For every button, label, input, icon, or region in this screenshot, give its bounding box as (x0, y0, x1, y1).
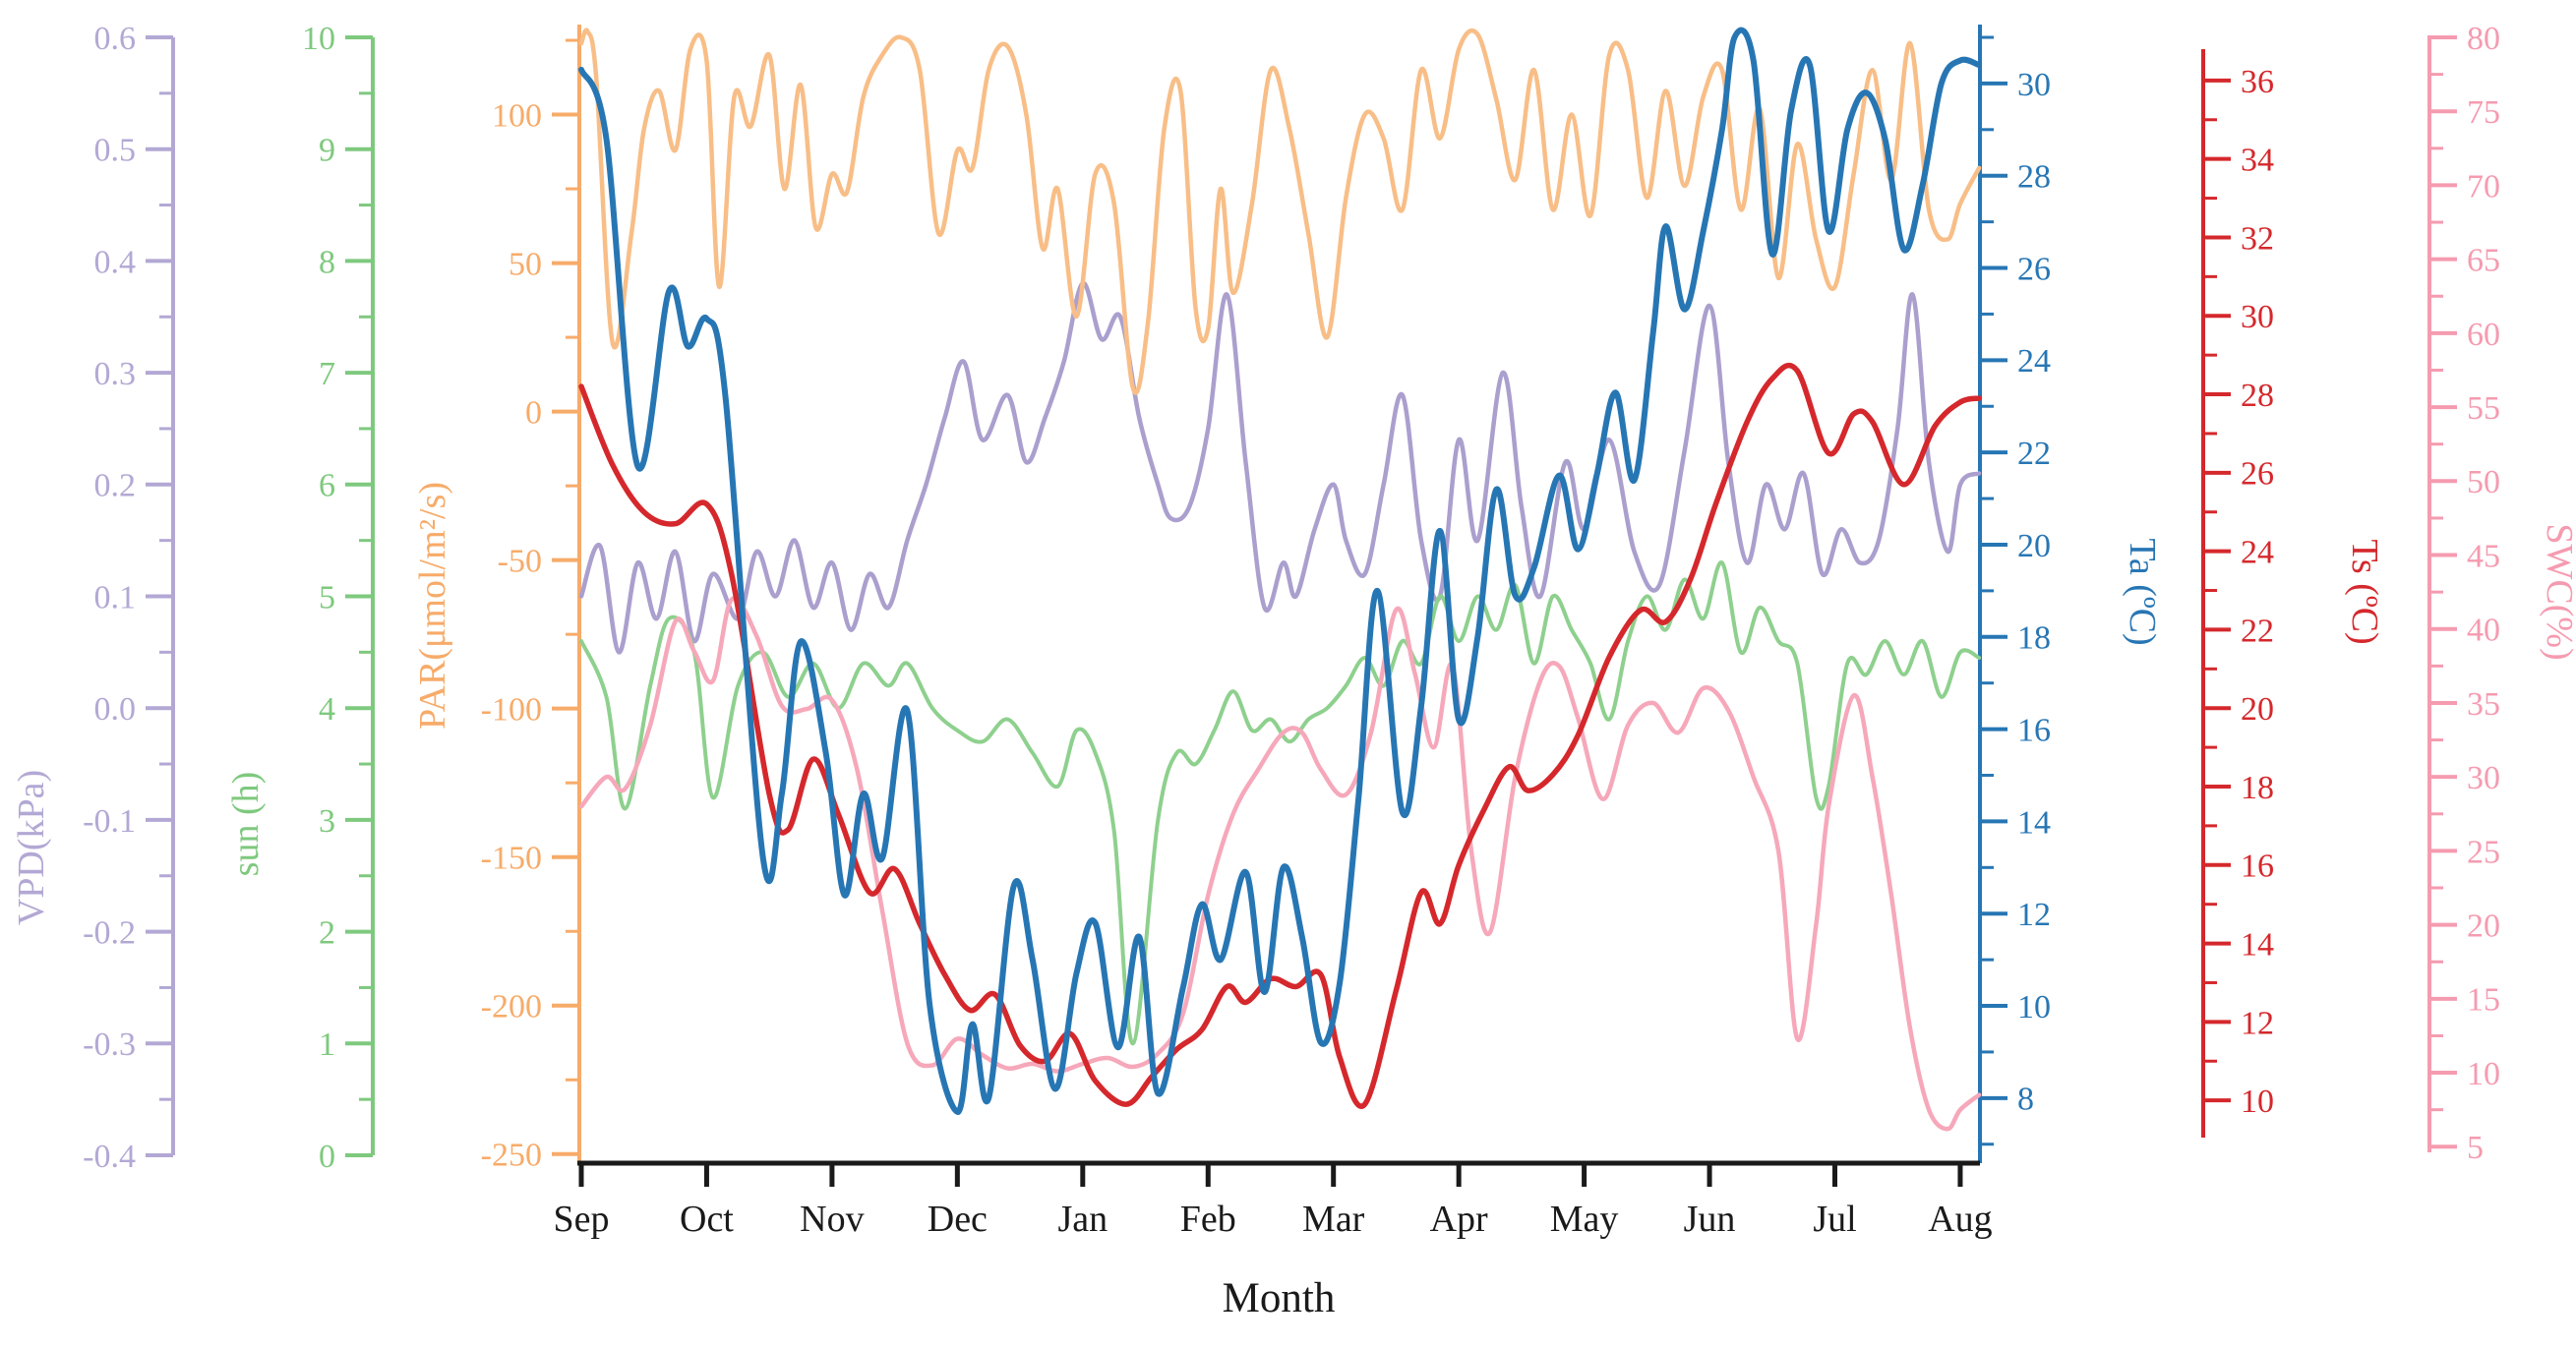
swc-tick-label: 20 (2467, 908, 2500, 945)
vpd-tick-label: 0.6 (94, 21, 137, 57)
month-label: Dec (928, 1199, 988, 1240)
vpd-axis-title: VPD(kPa) (11, 770, 52, 925)
ts-tick-label: 16 (2241, 849, 2274, 885)
ta-tick-label: 20 (2017, 528, 2051, 564)
swc-tick-label: 70 (2467, 168, 2500, 205)
swc-tick-label: 25 (2467, 834, 2500, 870)
ta-tick-label: 28 (2017, 159, 2051, 196)
swc-tick-label: 35 (2467, 686, 2500, 723)
ts-tick-label: 24 (2241, 535, 2274, 571)
month-label: Jan (1057, 1199, 1108, 1240)
ts-tick-label: 10 (2241, 1084, 2274, 1120)
ts-tick-label: 12 (2241, 1005, 2274, 1041)
sun-tick-label: 2 (319, 915, 335, 952)
month-label: Apr (1430, 1199, 1488, 1240)
x-axis-title: Month (1223, 1275, 1336, 1321)
ts-axis-title: Ts (ºC) (2344, 539, 2385, 644)
vpd-tick-label: 0.0 (94, 691, 137, 728)
swc-tick-label: 30 (2467, 760, 2500, 796)
ta-axis-title: Ta (ºC) (2122, 538, 2163, 645)
month-label: Jul (1813, 1199, 1856, 1240)
vpd-tick-label: -0.4 (83, 1139, 136, 1175)
sun-axis-title: sun (h) (225, 772, 267, 877)
ta-tick-label: 8 (2017, 1082, 2034, 1118)
ta-tick-label: 12 (2017, 897, 2051, 933)
par-tick-label: -50 (498, 544, 542, 580)
sun-tick-label: 3 (319, 803, 335, 840)
sun-tick-label: 4 (319, 691, 335, 728)
sun-tick-label: 0 (319, 1139, 335, 1175)
ts-tick-label: 26 (2241, 456, 2274, 493)
series-par-line (578, 28, 1982, 395)
ts-tick-label: 30 (2241, 299, 2274, 335)
swc-tick-label: 10 (2467, 1056, 2500, 1092)
ta-tick-label: 22 (2017, 436, 2051, 472)
vpd-tick-label: 0.3 (94, 356, 137, 392)
ts-tick-label: 36 (2241, 64, 2274, 100)
swc-tick-label: 55 (2467, 390, 2500, 427)
swc-tick-label: 5 (2467, 1130, 2484, 1166)
par-tick-label: -100 (481, 692, 542, 729)
series-sun-line (579, 560, 1982, 1046)
ta-tick-label: 14 (2017, 804, 2051, 841)
ta-tick-label: 16 (2017, 712, 2051, 748)
par-tick-label: -200 (481, 989, 542, 1026)
sun-tick-label: 1 (319, 1026, 335, 1063)
series-swc-line (578, 596, 1982, 1132)
sun-tick-label: 6 (319, 468, 335, 504)
sun-tick-label: 9 (319, 133, 335, 169)
ta-tick-label: 10 (2017, 989, 2051, 1026)
month-label: Oct (680, 1199, 734, 1240)
vpd-tick-label: -0.3 (83, 1026, 136, 1063)
swc-tick-label: 80 (2467, 21, 2500, 57)
swc-tick-label: 75 (2467, 94, 2500, 131)
month-label: Sep (554, 1199, 610, 1240)
month-label: Mar (1302, 1199, 1365, 1240)
par-axis-title: PAR(μmol/m²/s) (412, 482, 453, 730)
vpd-tick-label: 0.5 (94, 133, 137, 169)
swc-tick-label: 65 (2467, 243, 2500, 279)
par-tick-label: 100 (492, 97, 542, 134)
vpd-tick-label: 0.4 (94, 244, 137, 280)
par-tick-label: -150 (481, 841, 542, 877)
ta-tick-label: 26 (2017, 251, 2051, 287)
swc-tick-label: 60 (2467, 317, 2500, 353)
month-label: Feb (1180, 1199, 1236, 1240)
vpd-tick-label: 0.1 (94, 579, 137, 615)
vpd-tick-label: -0.1 (83, 803, 136, 840)
sun-tick-label: 7 (319, 356, 335, 392)
par-tick-label: 0 (525, 395, 542, 432)
month-label: Aug (1928, 1199, 1992, 1240)
month-label: May (1550, 1199, 1619, 1240)
sun-tick-label: 8 (319, 244, 335, 280)
ts-tick-label: 22 (2241, 613, 2274, 649)
vpd-tick-label: -0.2 (83, 915, 136, 952)
swc-axis-title: SWC(%) (2539, 523, 2576, 660)
ts-tick-label: 28 (2241, 378, 2274, 414)
ta-tick-label: 24 (2017, 343, 2051, 380)
par-tick-label: 50 (509, 246, 542, 282)
ta-tick-label: 30 (2017, 67, 2051, 103)
series-ta-line (578, 27, 1983, 1115)
sun-tick-label: 5 (319, 579, 335, 615)
swc-tick-label: 40 (2467, 613, 2500, 649)
ts-tick-label: 34 (2241, 143, 2274, 179)
ts-tick-label: 20 (2241, 691, 2274, 728)
month-label: Nov (800, 1199, 864, 1240)
vpd-tick-label: 0.2 (94, 468, 137, 504)
ts-tick-label: 32 (2241, 220, 2274, 257)
swc-tick-label: 45 (2467, 538, 2500, 574)
series-ts-line (578, 363, 1982, 1109)
ta-tick-label: 18 (2017, 620, 2051, 657)
ts-tick-label: 14 (2241, 926, 2274, 963)
par-tick-label: -250 (481, 1138, 542, 1174)
swc-tick-label: 50 (2467, 464, 2500, 500)
month-label: Jun (1684, 1199, 1736, 1240)
series-vpd-line (578, 280, 1982, 655)
sun-tick-label: 10 (302, 21, 335, 57)
swc-tick-label: 15 (2467, 982, 2500, 1019)
ts-tick-label: 18 (2241, 770, 2274, 806)
